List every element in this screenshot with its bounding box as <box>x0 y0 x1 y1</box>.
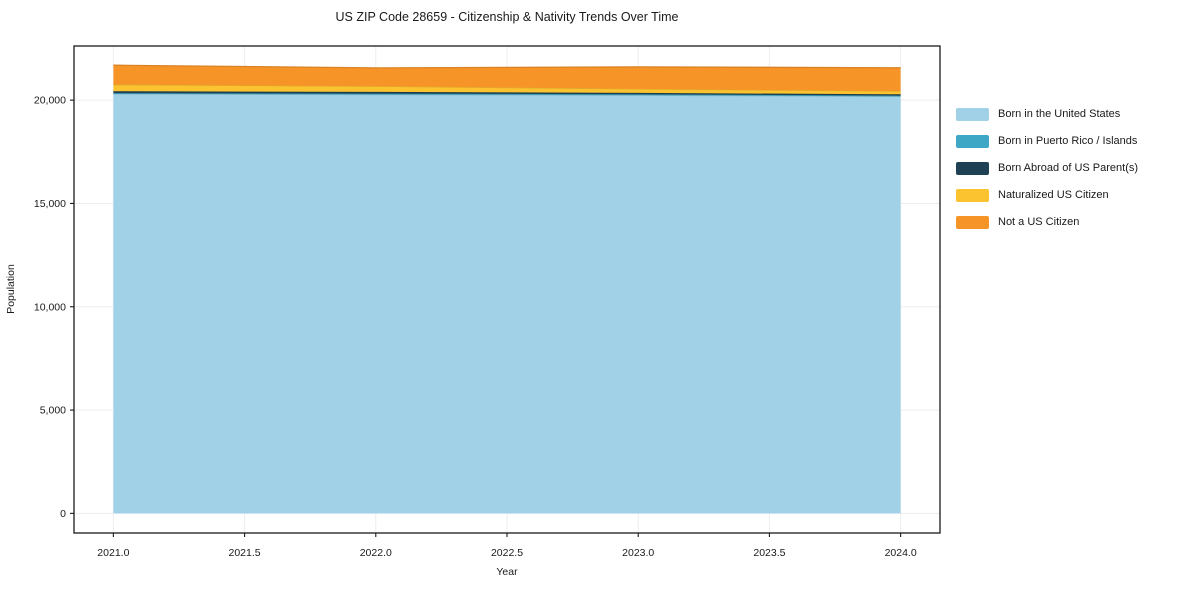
axes: 2021.0 2021.5 2022.0 2022.5 2023.0 2023.5 2024… <box>34 45 941 559</box>
legend-item: Born in the United States <box>956 103 1138 125</box>
legend-swatch <box>956 188 989 202</box>
y-tick-label: 10,000 <box>34 301 66 313</box>
y-tick-label: 15,000 <box>34 198 66 210</box>
x-tick-label: 2024.0 <box>885 547 917 559</box>
y-tick-label: 5,000 <box>40 405 66 417</box>
area-series-4 <box>113 65 901 92</box>
legend-swatch <box>956 215 989 229</box>
legend-item: Naturalized US Citizen <box>956 184 1138 206</box>
legend-label: Not a US Citizen <box>998 216 1080 228</box>
x-tick-label: 2023.5 <box>753 547 785 559</box>
x-tick-label: 2021.5 <box>229 547 261 559</box>
x-tick-label: 2022.5 <box>491 547 523 559</box>
x-tick-label: 2022.0 <box>360 547 392 559</box>
area-series-0 <box>113 93 901 514</box>
legend-swatch <box>956 107 989 121</box>
y-tick-label: 0 <box>60 508 66 520</box>
legend-label: Born in Puerto Rico / Islands <box>998 135 1138 147</box>
stacked-areas <box>113 64 901 514</box>
legend-item: Not a US Citizen <box>956 211 1138 233</box>
chart-title: US ZIP Code 28659 - Citizenship & Nativi… <box>336 10 679 24</box>
legend: Born in the United States Born in Puerto … <box>956 103 1138 233</box>
legend-swatch <box>956 134 989 148</box>
area-series-3 <box>113 84 901 95</box>
y-tick-label: 20,000 <box>34 95 66 107</box>
legend-item: Born Abroad of US Parent(s) <box>956 157 1138 179</box>
legend-label: Naturalized US Citizen <box>998 189 1109 201</box>
legend-label: Born Abroad of US Parent(s) <box>998 162 1139 174</box>
area-series-4-edge <box>113 64 901 69</box>
legend-item: Born in Puerto Rico / Islands <box>956 130 1138 152</box>
legend-swatch <box>956 161 989 175</box>
x-tick-label: 2023.0 <box>622 547 654 559</box>
y-axis-label: Population <box>5 264 17 314</box>
legend-label: Born in the United States <box>998 108 1121 120</box>
x-tick-label: 2021.0 <box>97 547 129 559</box>
x-axis-label: Year <box>496 566 518 578</box>
